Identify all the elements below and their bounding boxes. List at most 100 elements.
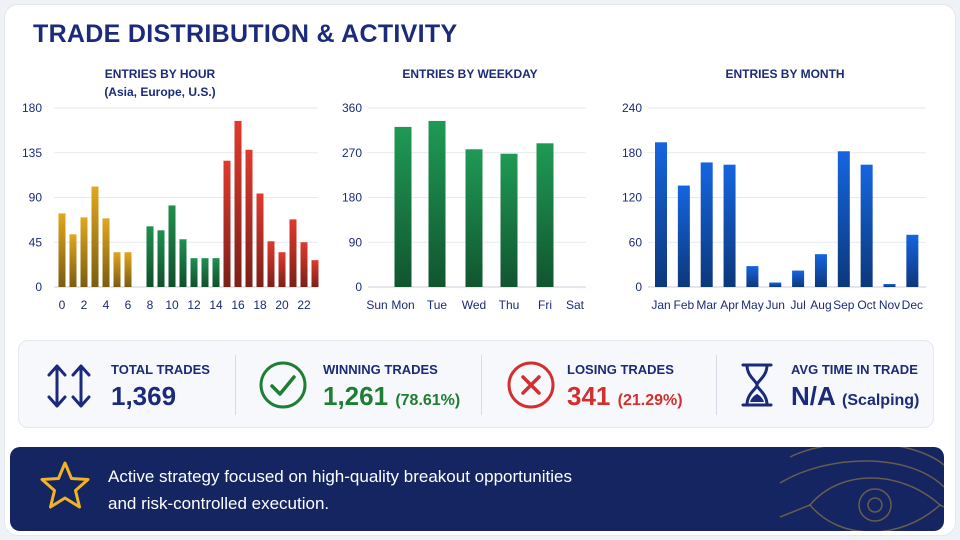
page-title: TRADE DISTRIBUTION & ACTIVITY xyxy=(33,20,458,48)
chart-title: ENTRIES BY WEEKDAY xyxy=(402,67,537,81)
losing-trades-value: 341 (21.29%) xyxy=(567,381,683,412)
x-tick-label: Wed xyxy=(462,298,486,312)
bar-17 xyxy=(245,149,253,287)
bar-Jan xyxy=(655,142,667,287)
bar-Dec xyxy=(906,234,919,287)
x-tick-label: Mon xyxy=(391,298,414,312)
losing-trades-percent: (21.29%) xyxy=(617,392,683,409)
winning-trades-percent: (78.61%) xyxy=(395,392,461,409)
stat-losing-trades: LOSING TRADES 341 (21.29%) xyxy=(482,341,716,429)
bar-14 xyxy=(212,258,220,287)
banner-line-2: and risk-controlled execution. xyxy=(108,494,330,513)
bar-Aug xyxy=(814,254,827,287)
x-tick-label: Jun xyxy=(766,298,785,312)
up-down-arrows-icon xyxy=(47,364,91,408)
bar-Mon xyxy=(394,126,412,288)
x-tick-label: Nov xyxy=(879,298,900,312)
bar-8 xyxy=(146,226,154,287)
bar-12 xyxy=(190,258,198,287)
total-trades-value: 1,369 xyxy=(111,381,177,411)
stat-winning-trades: WINNING TRADES 1,261 (78.61%) xyxy=(236,341,481,429)
winning-trades-label: WINNING TRADES xyxy=(323,362,438,377)
divider xyxy=(235,355,236,415)
bar-Thu xyxy=(500,153,518,287)
winning-trades-value: 1,261 (78.61%) xyxy=(323,381,460,412)
x-tick-label: Apr xyxy=(720,298,739,312)
x-tick-label: Tue xyxy=(427,298,448,312)
charts-area: ENTRIES BY HOUR (Asia, Europe, U.S.) 0 45 90… xyxy=(22,67,926,312)
y-tick-label: 240 xyxy=(622,101,642,115)
x-tick-label: Dec xyxy=(902,298,923,312)
y-tick-label: 180 xyxy=(622,146,642,160)
bar-22 xyxy=(300,242,308,287)
bar-5 xyxy=(113,252,121,287)
x-tick-label: 2 xyxy=(81,298,88,312)
y-tick-label: 90 xyxy=(29,191,43,205)
losing-trades-count: 341 xyxy=(567,381,611,411)
avg-time-value: N/A (Scalping) xyxy=(791,381,919,412)
avg-time-label: AVG TIME IN TRADE xyxy=(791,362,918,377)
bar-0 xyxy=(58,213,66,287)
bar-3 xyxy=(91,186,99,287)
y-tick-label: 45 xyxy=(29,235,43,249)
divider xyxy=(481,355,482,415)
bar-1 xyxy=(69,234,77,287)
x-tick-label: 0 xyxy=(59,298,66,312)
check-circle-icon xyxy=(259,361,307,409)
x-tick-label: Jan xyxy=(651,298,670,312)
x-tick-label: 12 xyxy=(187,298,201,312)
bar-Feb xyxy=(677,185,690,287)
y-tick-label: 0 xyxy=(35,280,42,294)
bar-May xyxy=(746,266,759,287)
bar-Fri xyxy=(536,143,554,287)
bar-23 xyxy=(311,260,319,287)
x-tick-label: 8 xyxy=(147,298,154,312)
y-tick-label: 360 xyxy=(342,101,362,115)
bar-18 xyxy=(256,193,264,287)
bar-20 xyxy=(278,252,286,287)
y-tick-label: 120 xyxy=(622,191,642,205)
bar-Apr xyxy=(723,164,736,287)
x-tick-label: 18 xyxy=(253,298,267,312)
y-tick-label: 0 xyxy=(635,280,642,294)
x-tick-label: Thu xyxy=(499,298,520,312)
bar-Jul xyxy=(792,270,805,287)
losing-trades-label: LOSING TRADES xyxy=(567,362,674,377)
banner-text: Active strategy focused on high-quality … xyxy=(108,463,728,517)
x-tick-label: 10 xyxy=(165,298,179,312)
bar-6 xyxy=(124,252,132,287)
stat-avg-time: AVG TIME IN TRADE N/A (Scalping) xyxy=(717,341,935,429)
x-tick-label: 14 xyxy=(209,298,223,312)
x-tick-label: Jul xyxy=(790,298,805,312)
x-tick-label: May xyxy=(741,298,764,312)
bar-9 xyxy=(157,230,165,287)
y-tick-label: 180 xyxy=(342,191,362,205)
x-tick-label: 6 xyxy=(125,298,132,312)
y-tick-label: 135 xyxy=(22,146,42,160)
x-tick-label: Oct xyxy=(857,298,876,312)
chart-title: ENTRIES BY HOUR xyxy=(105,67,216,81)
x-circle-icon xyxy=(507,361,555,409)
x-tick-label: Feb xyxy=(674,298,695,312)
eye-watermark-icon xyxy=(779,447,944,531)
total-trades-label: TOTAL TRADES xyxy=(111,362,210,377)
banner-line-1: Active strategy focused on high-quality … xyxy=(108,467,572,486)
bar-Nov xyxy=(883,284,896,287)
x-tick-label: Sat xyxy=(566,298,585,312)
bar-Jun xyxy=(769,282,782,287)
avg-time-note: (Scalping) xyxy=(842,392,920,409)
bar-Sep xyxy=(837,151,850,287)
bar-10 xyxy=(168,205,176,287)
y-tick-label: 0 xyxy=(355,280,362,294)
bar-11 xyxy=(179,239,187,287)
bar-Mar xyxy=(700,162,713,287)
x-tick-label: Fri xyxy=(538,298,552,312)
y-tick-label: 270 xyxy=(342,146,362,160)
hourglass-icon xyxy=(741,363,773,407)
chart-title: ENTRIES BY MONTH xyxy=(725,67,844,81)
stats-bar: TOTAL TRADES 1,369 WINNING TRADES 1,261 … xyxy=(18,340,934,428)
star-icon xyxy=(40,461,90,509)
y-tick-label: 60 xyxy=(629,235,643,249)
x-tick-label: 22 xyxy=(297,298,311,312)
bar-Wed xyxy=(465,149,483,287)
